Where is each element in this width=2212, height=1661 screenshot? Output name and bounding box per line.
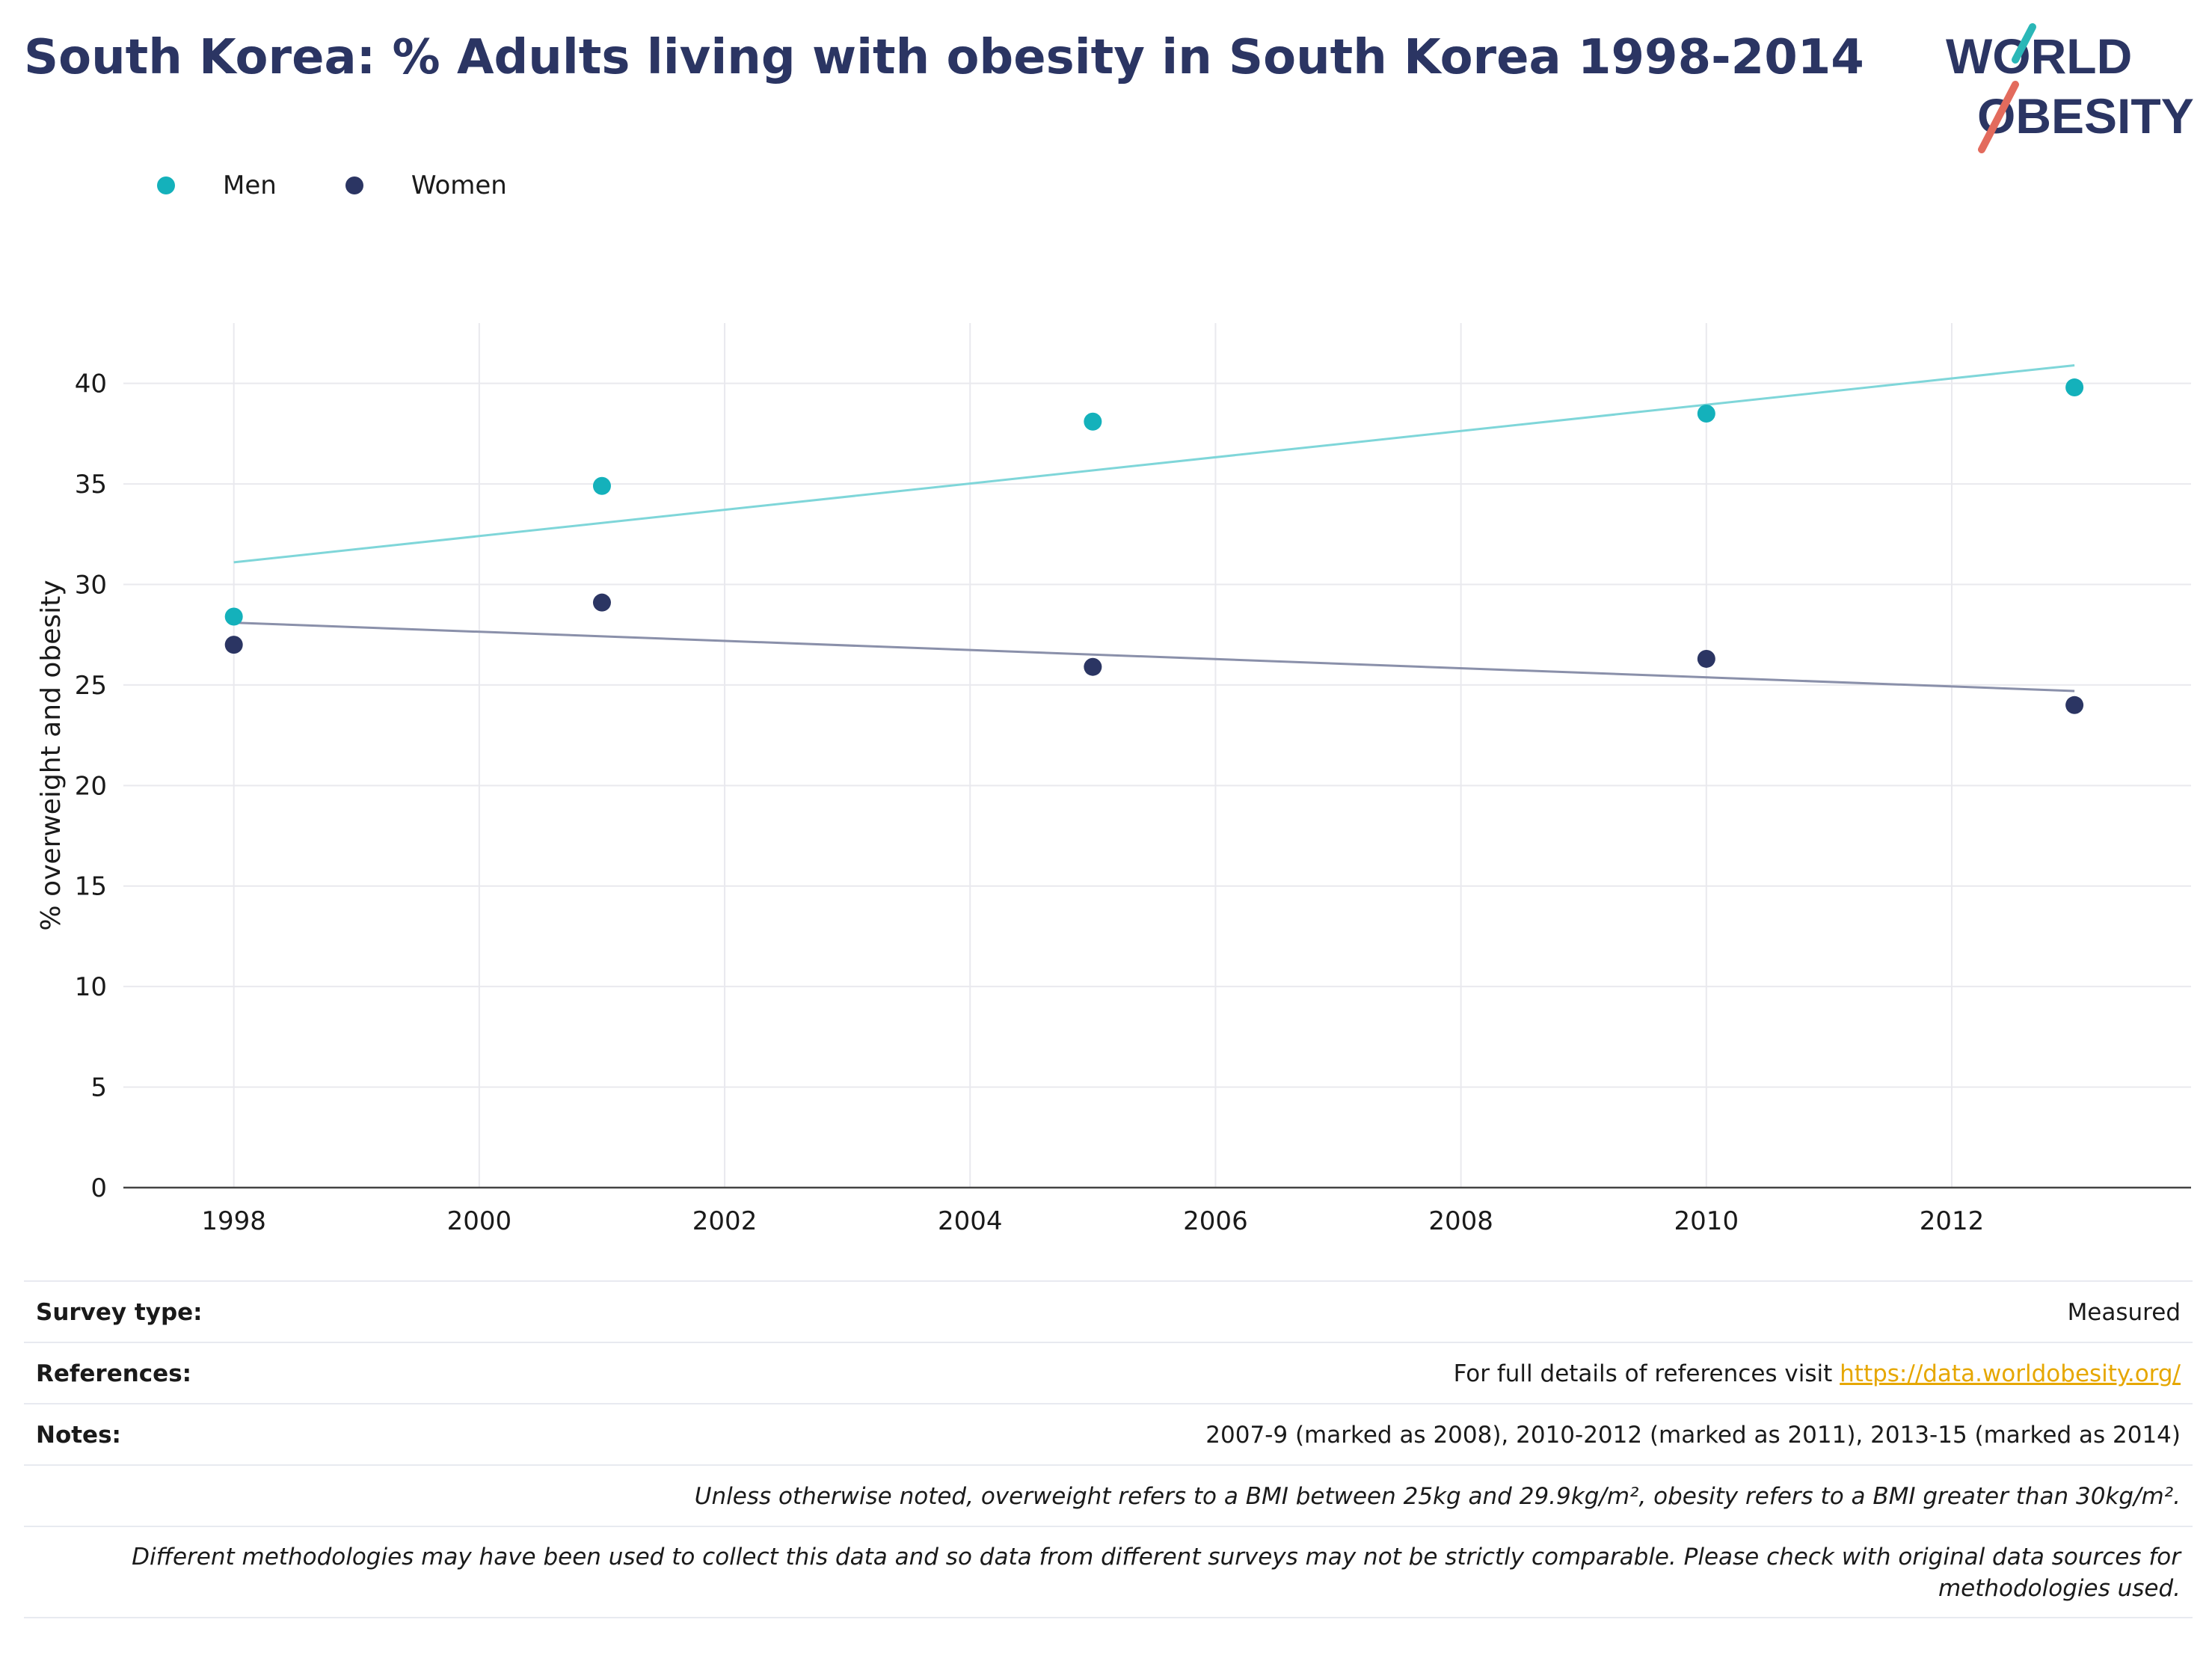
x-tick-label: 1998 (201, 1206, 266, 1236)
x-tick-label: 2002 (692, 1206, 758, 1236)
grid-lines (123, 323, 2191, 1188)
notes-label: Notes: (36, 1422, 121, 1449)
y-tick-label: 30 (75, 570, 107, 600)
methodology-row: Different methodologies may have been us… (24, 1526, 2193, 1618)
logo-text-world: WORLD (1946, 28, 2132, 84)
y-tick-label: 25 (75, 671, 107, 701)
data-point-men (592, 476, 611, 495)
x-tick-label: 2008 (1428, 1206, 1493, 1236)
y-tick-label: 0 (90, 1173, 107, 1203)
data-point-men (1084, 412, 1102, 431)
x-tick-label: 2004 (938, 1206, 1003, 1236)
x-tick-label: 2010 (1674, 1206, 1739, 1236)
legend-marker-men (157, 176, 175, 194)
y-tick-label: 35 (75, 470, 107, 500)
y-tick-label: 20 (75, 771, 107, 801)
data-point-men (2065, 378, 2084, 397)
scatter-chart: 0 5 10 15 20 25 30 35 40 1998 2000 2002 2004 2006 2008… (36, 323, 2191, 1236)
x-tick-label: 2006 (1183, 1206, 1248, 1236)
chart-title: South Korea: % Adults living with obesit… (24, 30, 1864, 85)
legend-marker-women (345, 176, 363, 194)
data-points (224, 378, 2084, 714)
data-point-men (1697, 404, 1715, 423)
references-label: References: (36, 1360, 192, 1387)
references-value: For full details of references visit htt… (1454, 1360, 2193, 1387)
y-tick-label: 10 (75, 972, 107, 1002)
logo-slash-coral (1978, 81, 2019, 153)
legend-label-men: Men (223, 171, 277, 200)
data-point-women (2065, 696, 2084, 714)
y-tick-label: 5 (90, 1073, 107, 1103)
data-point-women (1084, 657, 1102, 676)
table-bottom-border (24, 1617, 2193, 1618)
survey-type-value: Measured (2067, 1299, 2181, 1326)
logo-text-obesity: OBESITY (1977, 88, 2194, 144)
chart-legend: Men Women (157, 171, 576, 200)
trend-line-men (233, 363, 2075, 564)
axes: 0 5 10 15 20 25 30 35 40 1998 2000 2002 2004 2006 2008… (75, 369, 2191, 1236)
x-tick-label: 2000 (447, 1206, 512, 1236)
legend-item-men[interactable]: Men (157, 171, 277, 200)
x-tick-label: 2012 (1920, 1206, 1985, 1236)
data-point-women (592, 593, 611, 612)
definition-row: Unless otherwise noted, overweight refer… (24, 1464, 2193, 1527)
data-point-women (1697, 649, 1715, 668)
notes-row: Notes: 2007-9 (marked as 2008), 2010-201… (24, 1403, 2193, 1466)
references-text: For full details of references visit (1453, 1360, 1840, 1387)
references-row: References: For full details of referenc… (24, 1342, 2193, 1404)
trend-line-women (233, 621, 2075, 693)
references-link[interactable]: https://data.worldobesity.org/ (1840, 1360, 2181, 1387)
survey-type-row: Survey type: Measured (24, 1280, 2193, 1343)
legend-label-women: Women (411, 171, 507, 200)
notes-value: 2007-9 (marked as 2008), 2010-2012 (mark… (1205, 1422, 2181, 1449)
logo-slash-teal (2012, 23, 2036, 64)
definition-note: Unless otherwise noted, overweight refer… (694, 1483, 2181, 1510)
y-tick-label: 15 (75, 872, 107, 902)
world-obesity-logo: WORLD OBESITY (1946, 23, 2194, 153)
survey-type-label: Survey type: (36, 1299, 203, 1326)
legend-item-women[interactable]: Women (345, 171, 507, 200)
trend-lines (233, 363, 2075, 693)
data-point-women (224, 636, 243, 654)
y-tick-label: 40 (75, 369, 107, 399)
methodology-note: Different methodologies may have been us… (132, 1544, 2181, 1602)
data-point-men (224, 607, 243, 626)
y-axis-label: % overweight and obesity (36, 580, 67, 930)
